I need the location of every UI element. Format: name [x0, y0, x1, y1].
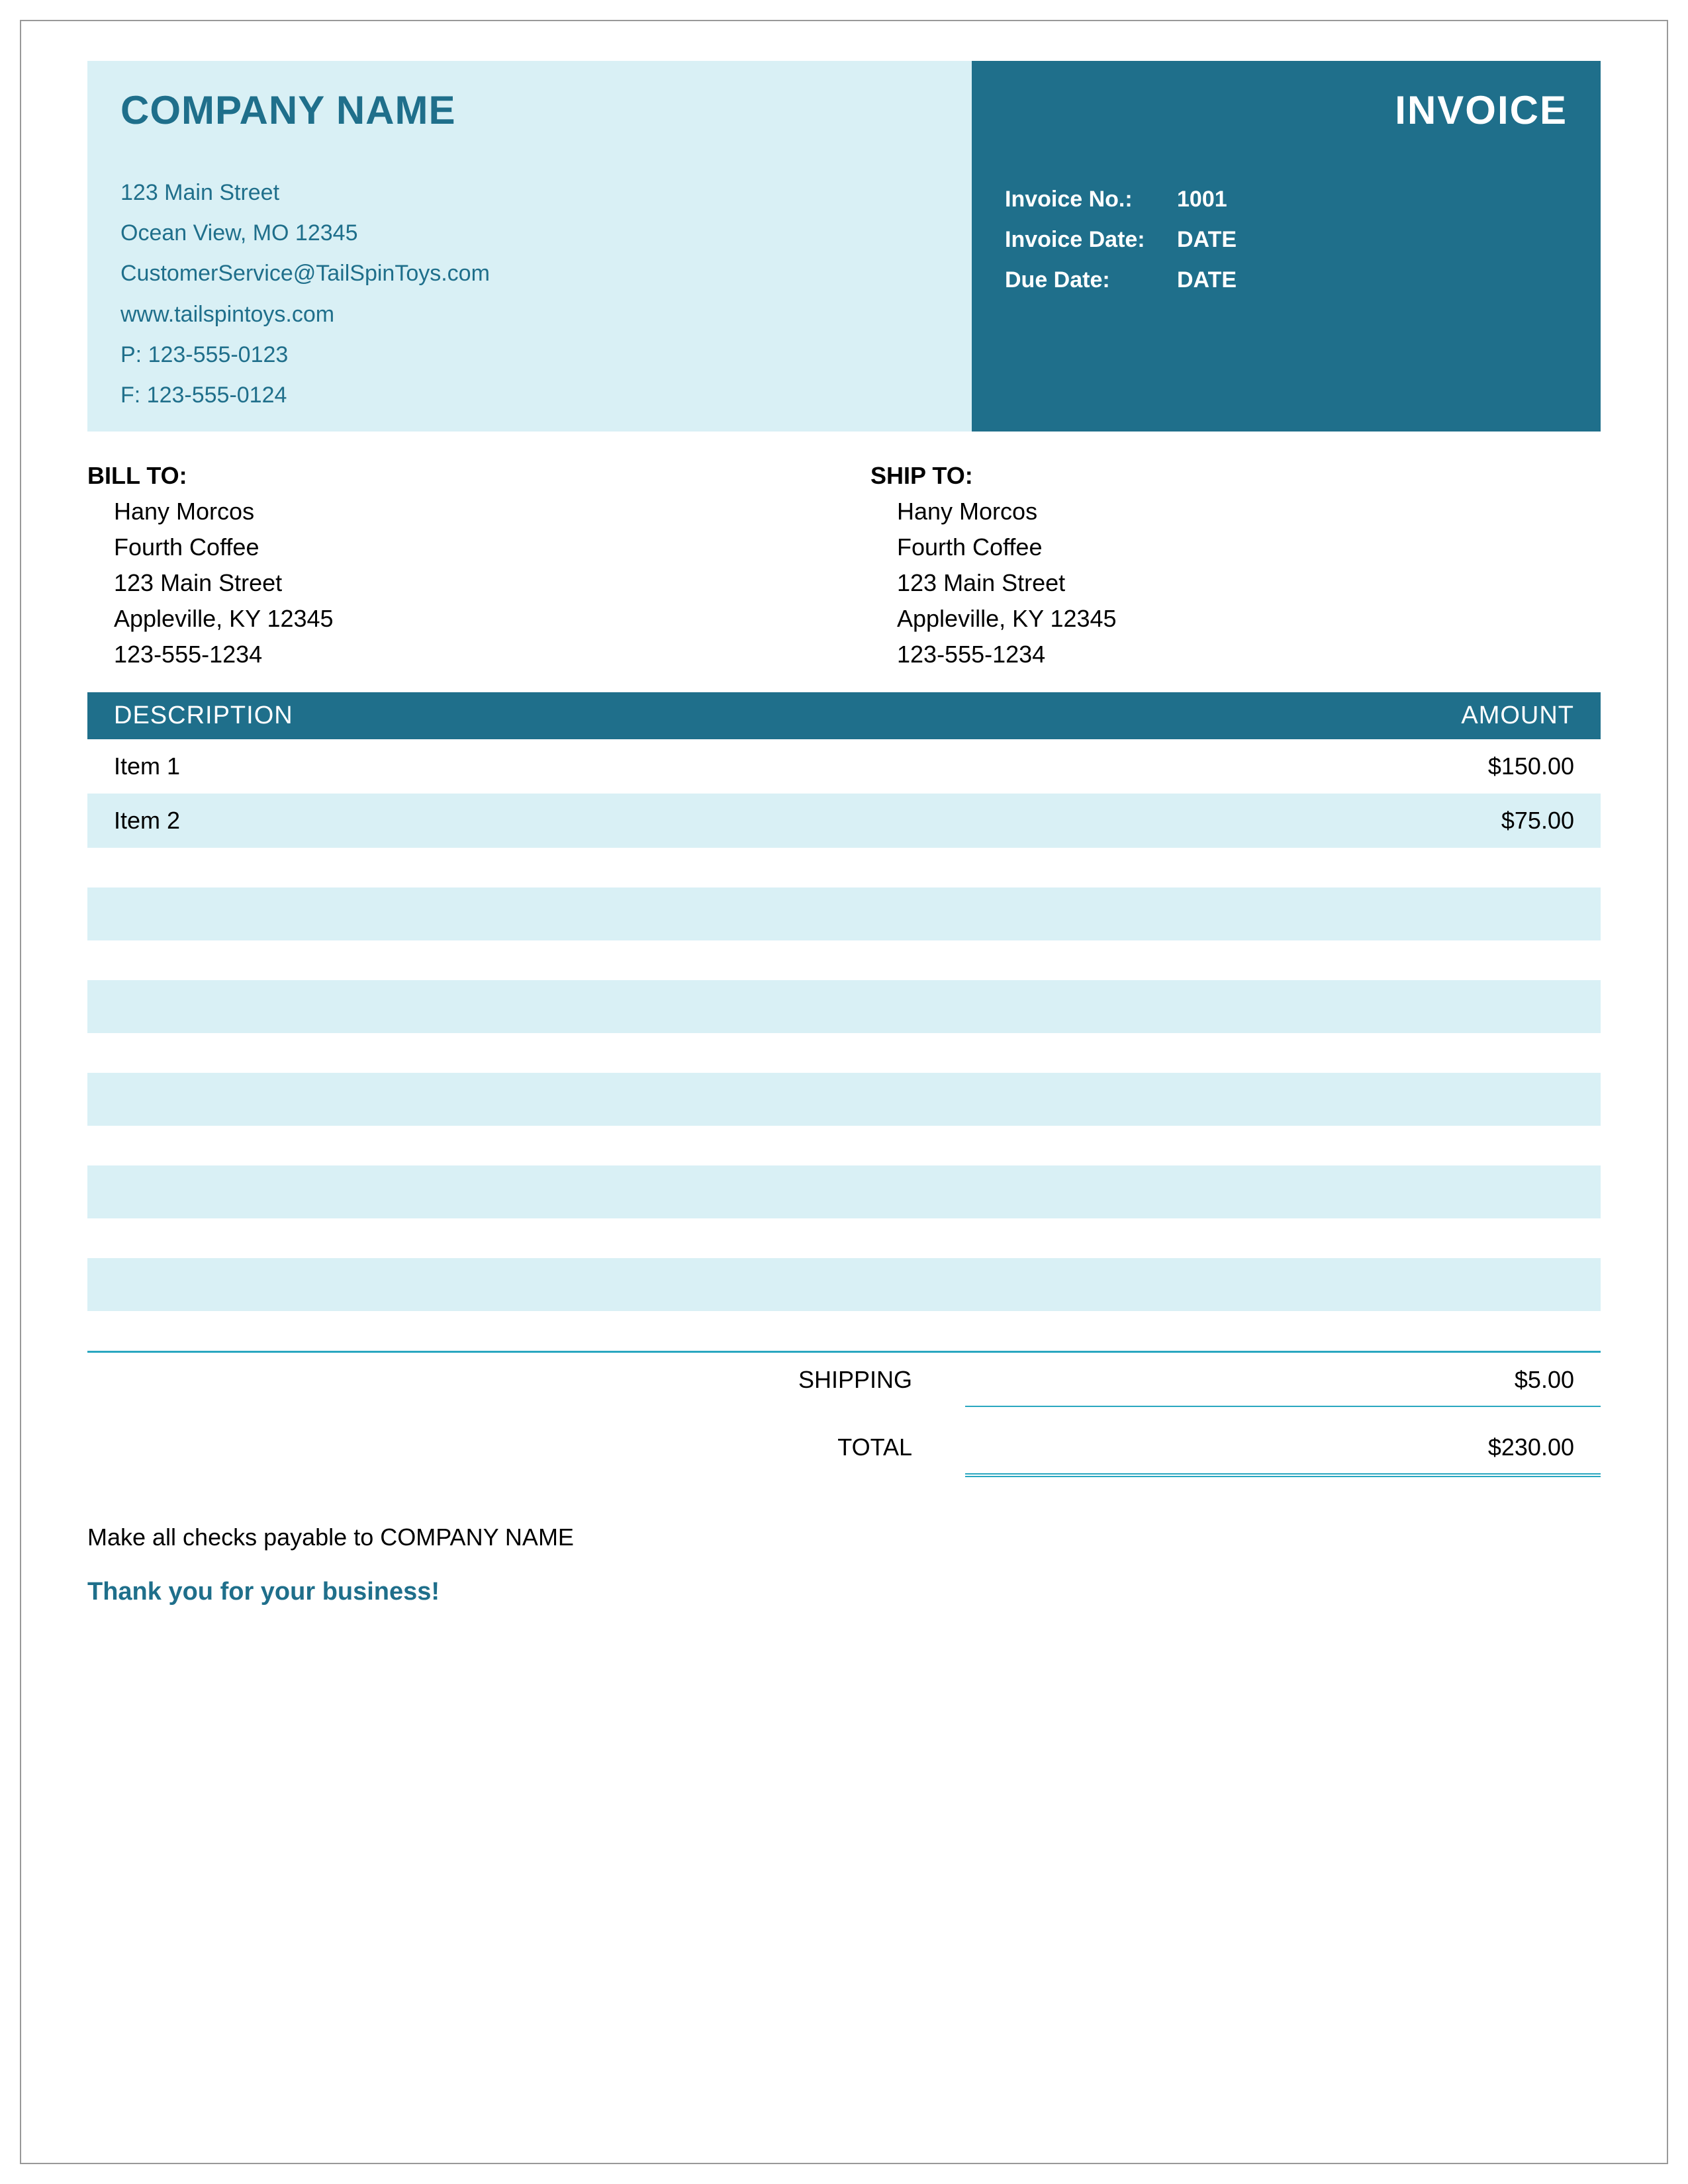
invoice-meta: Invoice No.: 1001 Invoice Date: DATE Due… — [1005, 179, 1568, 301]
col-amount: AMOUNT — [1376, 702, 1574, 730]
items-body: Item 1$150.00Item 2$75.00 — [87, 739, 1601, 848]
company-block: COMPANY NAME 123 Main Street Ocean View,… — [87, 61, 972, 432]
ship-to-heading: SHIP TO: — [870, 458, 1601, 494]
blank-stripe — [87, 1258, 1601, 1311]
total-label: TOTAL — [87, 1433, 965, 1477]
due-date-label: Due Date: — [1005, 260, 1177, 300]
invoice-meta-block: INVOICE Invoice No.: 1001 Invoice Date: … — [972, 61, 1601, 432]
bill-to-heading: BILL TO: — [87, 458, 818, 494]
checks-note: Make all checks payable to COMPANY NAME — [87, 1524, 1601, 1551]
bill-to-block: BILL TO: Hany Morcos Fourth Coffee 123 M… — [87, 458, 818, 672]
invoice-date-value: DATE — [1177, 220, 1237, 260]
addresses: BILL TO: Hany Morcos Fourth Coffee 123 M… — [87, 458, 1601, 672]
item-row: Item 1$150.00 — [87, 739, 1601, 794]
header: COMPANY NAME 123 Main Street Ocean View,… — [87, 61, 1601, 432]
shipping-label: SHIPPING — [87, 1366, 965, 1407]
total-value: $230.00 — [965, 1433, 1601, 1477]
company-fax: F: 123-555-0124 — [120, 375, 939, 416]
blank-stripes — [87, 887, 1601, 1311]
ship-to-company: Fourth Coffee — [897, 529, 1601, 565]
company-address: 123 Main Street Ocean View, MO 12345 Cus… — [120, 173, 939, 416]
ship-to-block: SHIP TO: Hany Morcos Fourth Coffee 123 M… — [870, 458, 1601, 672]
bill-to-name: Hany Morcos — [114, 494, 818, 529]
blank-stripe — [87, 887, 1601, 940]
ship-to-phone: 123-555-1234 — [897, 637, 1601, 672]
ship-to-name: Hany Morcos — [897, 494, 1601, 529]
thanks-note: Thank you for your business! — [87, 1578, 1601, 1606]
bill-to-company: Fourth Coffee — [114, 529, 818, 565]
bill-to-phone: 123-555-1234 — [114, 637, 818, 672]
bill-to-city: Appleville, KY 12345 — [114, 601, 818, 637]
company-website: www.tailspintoys.com — [120, 295, 939, 335]
company-email: CustomerService@TailSpinToys.com — [120, 253, 939, 294]
bill-to-street: 123 Main Street — [114, 565, 818, 601]
totals-section: SHIPPING $5.00 TOTAL $230.00 — [87, 1351, 1601, 1490]
col-description: DESCRIPTION — [114, 702, 1376, 730]
item-amount: $150.00 — [1376, 752, 1574, 780]
invoice-page: COMPANY NAME 123 Main Street Ocean View,… — [20, 20, 1668, 2164]
blank-stripe — [87, 1073, 1601, 1126]
item-row: Item 2$75.00 — [87, 794, 1601, 848]
item-description: Item 2 — [114, 807, 1376, 835]
company-name: COMPANY NAME — [120, 87, 939, 133]
company-phone: P: 123-555-0123 — [120, 335, 939, 375]
due-date-value: DATE — [1177, 260, 1237, 300]
invoice-title: INVOICE — [1005, 87, 1568, 133]
company-city: Ocean View, MO 12345 — [120, 213, 939, 253]
invoice-no-label: Invoice No.: — [1005, 179, 1177, 220]
ship-to-street: 123 Main Street — [897, 565, 1601, 601]
item-description: Item 1 — [114, 752, 1376, 780]
invoice-date-label: Invoice Date: — [1005, 220, 1177, 260]
company-street: 123 Main Street — [120, 173, 939, 213]
blank-stripe — [87, 980, 1601, 1033]
item-amount: $75.00 — [1376, 807, 1574, 835]
invoice-no-value: 1001 — [1177, 179, 1227, 220]
ship-to-city: Appleville, KY 12345 — [897, 601, 1601, 637]
shipping-value: $5.00 — [965, 1366, 1601, 1407]
items-header: DESCRIPTION AMOUNT — [87, 692, 1601, 739]
blank-stripe — [87, 1165, 1601, 1218]
